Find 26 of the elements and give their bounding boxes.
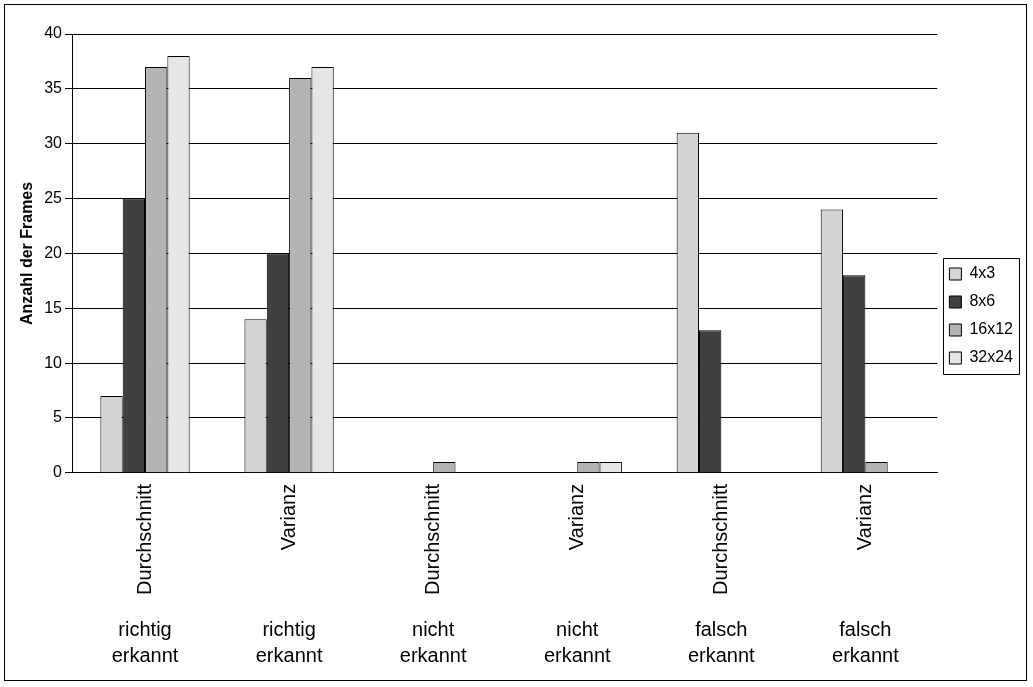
y-tick-label: 25 <box>44 188 63 206</box>
y-tick-label: 0 <box>53 463 63 481</box>
y-tick-label: 5 <box>53 408 63 426</box>
x-tick-label: Varianz <box>276 483 299 551</box>
y-tick-label: 40 <box>44 24 63 42</box>
y-tick-label: 35 <box>44 79 63 97</box>
y-tick-label: 20 <box>44 243 63 261</box>
text: falsch erkannt <box>687 618 756 666</box>
text: richtig erkannt <box>255 618 323 666</box>
x-tick-label: Durchschnitt <box>132 483 155 595</box>
x-tick-label: Varianz <box>564 483 587 551</box>
y-tick-label: 30 <box>44 134 63 152</box>
legend-label: 32x24 <box>969 348 1014 366</box>
text: falsch erkannt <box>832 618 900 666</box>
y-axis-title: Anzahl der Frames <box>18 181 36 325</box>
x-tick-label: Durchschnitt <box>708 483 731 595</box>
x-tick-label: Varianz <box>852 483 875 551</box>
legend-label: 8x6 <box>969 292 996 310</box>
text: nicht erkannt <box>543 618 612 666</box>
y-tick-label: 10 <box>44 353 63 371</box>
legend-label: 4x3 <box>969 264 996 282</box>
text: nicht erkannt <box>399 618 467 666</box>
x-tick-label: Durchschnitt <box>420 483 443 595</box>
y-tick-label: 15 <box>44 298 63 316</box>
legend-label: 16x12 <box>969 320 1014 338</box>
text: richtig erkannt <box>111 618 179 666</box>
